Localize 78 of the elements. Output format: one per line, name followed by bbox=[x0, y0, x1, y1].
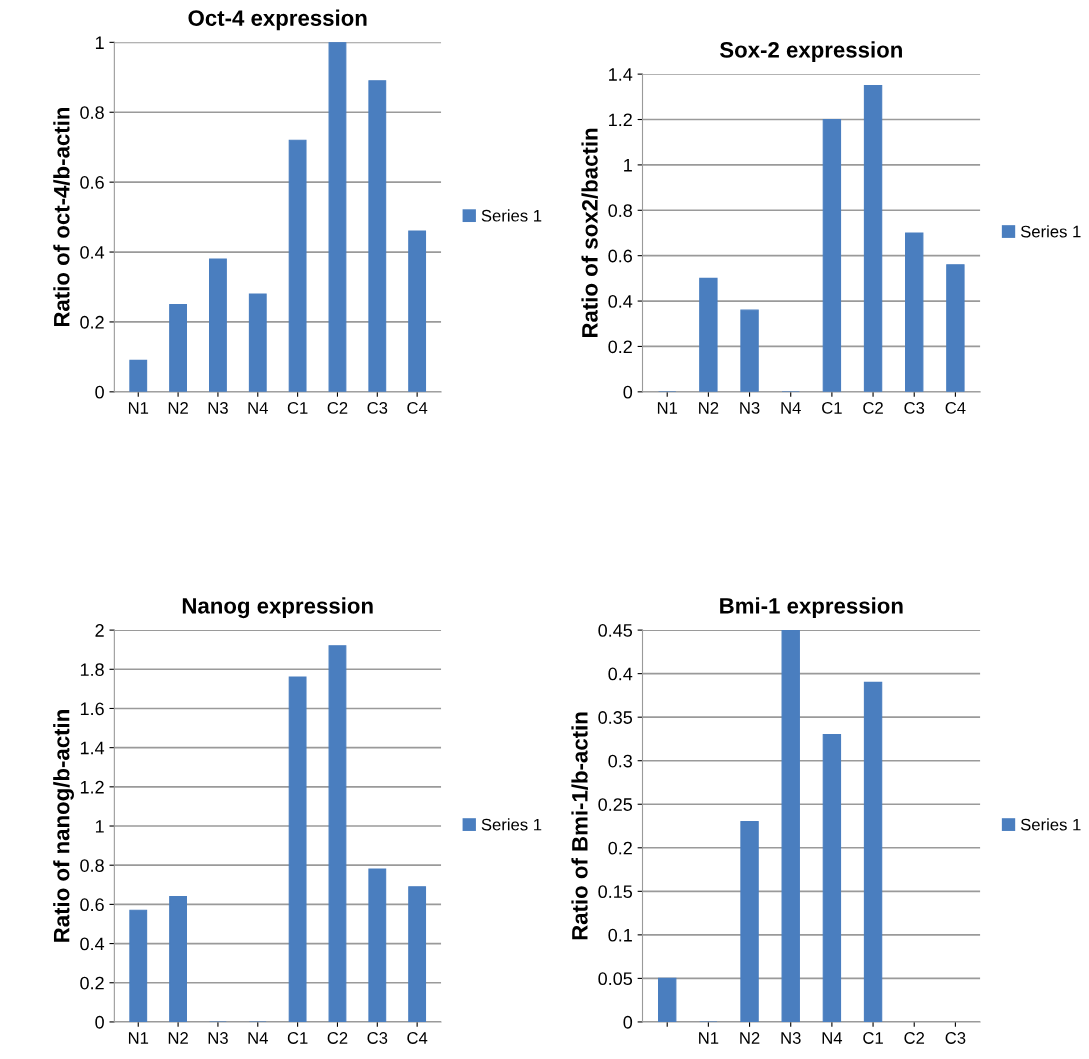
y-tick-label: 2 bbox=[95, 624, 104, 637]
x-tick-label: N1 bbox=[657, 402, 678, 414]
y-axis-title: Ratio of nanog/b-actin bbox=[53, 710, 74, 942]
y-tick-label: 1.4 bbox=[80, 741, 105, 755]
y-tick-label: 1.6 bbox=[80, 702, 104, 716]
x-tick-label: C3 bbox=[367, 401, 388, 414]
y-tick-label: 0.8 bbox=[80, 106, 104, 119]
legend-label: Series 1 bbox=[1020, 818, 1081, 831]
y-tick-label: 0.6 bbox=[608, 249, 632, 263]
y-tick-label: 1.2 bbox=[80, 780, 104, 794]
x-tick-label: N1 bbox=[128, 402, 149, 414]
y-axis-title: Ratio of Bmi-1/b-actin bbox=[571, 712, 588, 940]
x-tick-label: C1 bbox=[287, 1032, 308, 1044]
y-tick-label: 0.6 bbox=[80, 176, 104, 189]
x-tick-label: C1 bbox=[863, 1032, 883, 1044]
chart-title: Nanog expression bbox=[182, 597, 373, 619]
y-tick-label: 0.4 bbox=[80, 937, 105, 951]
y-tick-label: 0 bbox=[95, 385, 104, 399]
x-tick-label: N3 bbox=[781, 1032, 801, 1044]
y-tick-label: 0.1 bbox=[608, 928, 632, 942]
x-tick-label: N3 bbox=[740, 401, 760, 414]
y-tick-label: 0.4 bbox=[80, 245, 105, 259]
x-tick-label: N4 bbox=[822, 1032, 843, 1044]
x-tick-label: N2 bbox=[168, 1032, 188, 1044]
x-tick-label: N4 bbox=[248, 402, 268, 414]
y-tick-label: 0.2 bbox=[80, 976, 104, 990]
x-tick-label: C2 bbox=[904, 1032, 925, 1044]
legend-label: Series 1 bbox=[481, 209, 542, 222]
y-tick-label: 1.2 bbox=[609, 113, 632, 127]
y-axis-title: Ratio of sox2/bactin bbox=[581, 128, 598, 338]
x-tick-label: C2 bbox=[327, 1032, 348, 1044]
legend-label: Series 1 bbox=[481, 818, 542, 831]
x-tick-label: N1 bbox=[128, 1032, 149, 1044]
x-tick-label: C3 bbox=[367, 1032, 388, 1044]
y-tick-label: 0.2 bbox=[608, 340, 632, 354]
y-tick-label: 0 bbox=[623, 1015, 633, 1029]
x-tick-label: C4 bbox=[407, 401, 428, 414]
x-tick-label: N4 bbox=[248, 1032, 268, 1044]
x-tick-label: C1 bbox=[822, 401, 842, 414]
x-tick-label: C4 bbox=[407, 1032, 428, 1044]
y-tick-label: 0.35 bbox=[598, 711, 633, 724]
y-tick-label: 0.8 bbox=[608, 204, 632, 218]
y-tick-label: 0.4 bbox=[608, 667, 633, 681]
x-tick-label: C2 bbox=[327, 401, 348, 414]
x-tick-label: C3 bbox=[904, 401, 925, 414]
x-tick-label: N3 bbox=[208, 401, 228, 414]
chart-title: Sox-2 expression bbox=[719, 41, 902, 63]
y-tick-label: 1 bbox=[95, 820, 104, 833]
y-tick-label: 0.4 bbox=[608, 294, 633, 308]
y-tick-label: 0 bbox=[95, 1015, 104, 1029]
x-tick-label: C4 bbox=[945, 401, 966, 414]
x-tick-label: N1 bbox=[699, 1032, 719, 1044]
x-tick-label: C3 bbox=[945, 1032, 966, 1044]
y-tick-label: 0.2 bbox=[80, 315, 104, 329]
chart-title: Oct-4 expression bbox=[188, 9, 367, 31]
y-tick-label: 0.15 bbox=[598, 885, 633, 899]
x-tick-label: C2 bbox=[863, 401, 883, 414]
x-tick-label: N4 bbox=[781, 402, 801, 414]
x-tick-label: N2 bbox=[740, 1032, 760, 1044]
y-tick-label: 1.4 bbox=[609, 68, 633, 81]
y-tick-label: 0.05 bbox=[598, 972, 633, 986]
y-tick-label: 1 bbox=[624, 159, 632, 172]
y-tick-label: 0.25 bbox=[598, 798, 633, 811]
y-tick-label: 1.8 bbox=[80, 663, 104, 677]
x-tick-label: N2 bbox=[168, 401, 188, 414]
x-tick-label: N3 bbox=[208, 1032, 228, 1044]
y-tick-label: 0.8 bbox=[80, 859, 104, 872]
y-tick-label: 0 bbox=[623, 385, 633, 399]
x-tick-label: N2 bbox=[699, 401, 719, 414]
y-tick-label: 1 bbox=[95, 36, 104, 49]
y-tick-label: 0.6 bbox=[80, 898, 104, 912]
y-tick-label: 0.45 bbox=[598, 624, 633, 637]
x-tick-label: C1 bbox=[287, 401, 308, 414]
y-axis-title: Ratio of oct-4/b-actin bbox=[53, 107, 70, 327]
y-tick-label: 0.2 bbox=[608, 841, 632, 855]
legend-label: Series 1 bbox=[1020, 225, 1081, 238]
chart-title: Bmi-1 expression bbox=[720, 597, 903, 619]
y-tick-label: 0.3 bbox=[608, 754, 632, 768]
